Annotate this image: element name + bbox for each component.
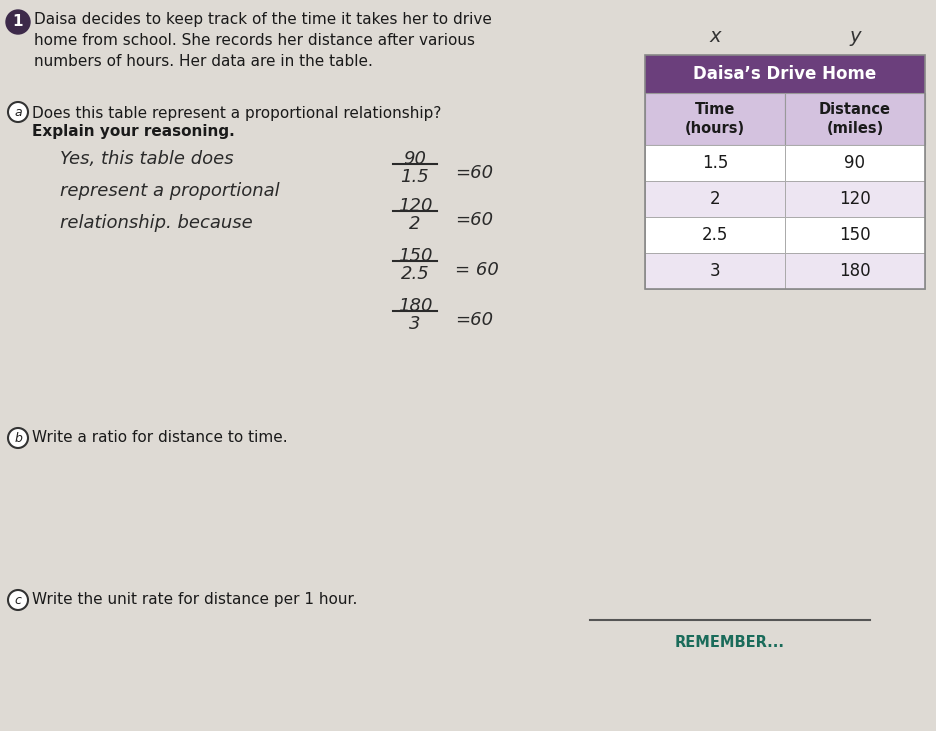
- Text: 2.5: 2.5: [401, 265, 429, 283]
- Text: Daisa decides to keep track of the time it takes her to drive
home from school. : Daisa decides to keep track of the time …: [34, 12, 491, 69]
- Text: 3: 3: [409, 315, 420, 333]
- Bar: [644, 55, 924, 289]
- Text: c: c: [15, 594, 22, 607]
- Text: y: y: [848, 27, 860, 46]
- Text: 1: 1: [13, 15, 23, 29]
- Circle shape: [6, 10, 30, 34]
- Circle shape: [8, 428, 28, 448]
- FancyBboxPatch shape: [644, 55, 924, 93]
- FancyBboxPatch shape: [784, 217, 924, 253]
- Text: b: b: [14, 431, 22, 444]
- Text: a: a: [14, 105, 22, 118]
- Text: Write a ratio for distance to time.: Write a ratio for distance to time.: [32, 430, 287, 445]
- Text: 150: 150: [397, 247, 431, 265]
- FancyBboxPatch shape: [644, 181, 784, 217]
- Text: 90: 90: [843, 154, 865, 172]
- Text: 3: 3: [709, 262, 720, 280]
- Text: Yes, this table does: Yes, this table does: [60, 150, 233, 168]
- Text: 180: 180: [839, 262, 870, 280]
- Text: =60: =60: [455, 164, 492, 182]
- Text: 120: 120: [397, 197, 431, 215]
- Text: 150: 150: [839, 226, 870, 244]
- FancyBboxPatch shape: [644, 93, 784, 145]
- Text: relationship. because: relationship. because: [60, 214, 253, 232]
- Text: 1.5: 1.5: [701, 154, 727, 172]
- FancyBboxPatch shape: [784, 93, 924, 145]
- FancyBboxPatch shape: [644, 253, 784, 289]
- Circle shape: [8, 102, 28, 122]
- Text: represent a proportional: represent a proportional: [60, 182, 279, 200]
- Text: =60: =60: [455, 211, 492, 229]
- Circle shape: [8, 590, 28, 610]
- Text: Write the unit rate for distance per 1 hour.: Write the unit rate for distance per 1 h…: [32, 592, 357, 607]
- Text: Time
(hours): Time (hours): [684, 102, 744, 136]
- Text: 1.5: 1.5: [401, 168, 429, 186]
- FancyBboxPatch shape: [784, 181, 924, 217]
- Text: 2: 2: [709, 190, 720, 208]
- Text: Daisa’s Drive Home: Daisa’s Drive Home: [693, 65, 876, 83]
- Text: Explain your reasoning.: Explain your reasoning.: [32, 124, 235, 139]
- FancyBboxPatch shape: [644, 145, 784, 181]
- Text: 90: 90: [403, 150, 426, 168]
- FancyBboxPatch shape: [644, 217, 784, 253]
- Text: Does this table represent a proportional relationship?: Does this table represent a proportional…: [32, 106, 441, 121]
- Text: x: x: [709, 27, 720, 46]
- Text: = 60: = 60: [455, 261, 498, 279]
- FancyBboxPatch shape: [784, 253, 924, 289]
- FancyBboxPatch shape: [784, 145, 924, 181]
- Text: REMEMBER...: REMEMBER...: [674, 635, 784, 650]
- Text: 120: 120: [839, 190, 870, 208]
- Text: =60: =60: [455, 311, 492, 329]
- Text: 2: 2: [409, 215, 420, 233]
- Text: Distance
(miles): Distance (miles): [818, 102, 890, 136]
- Text: 180: 180: [397, 297, 431, 315]
- Text: 2.5: 2.5: [701, 226, 727, 244]
